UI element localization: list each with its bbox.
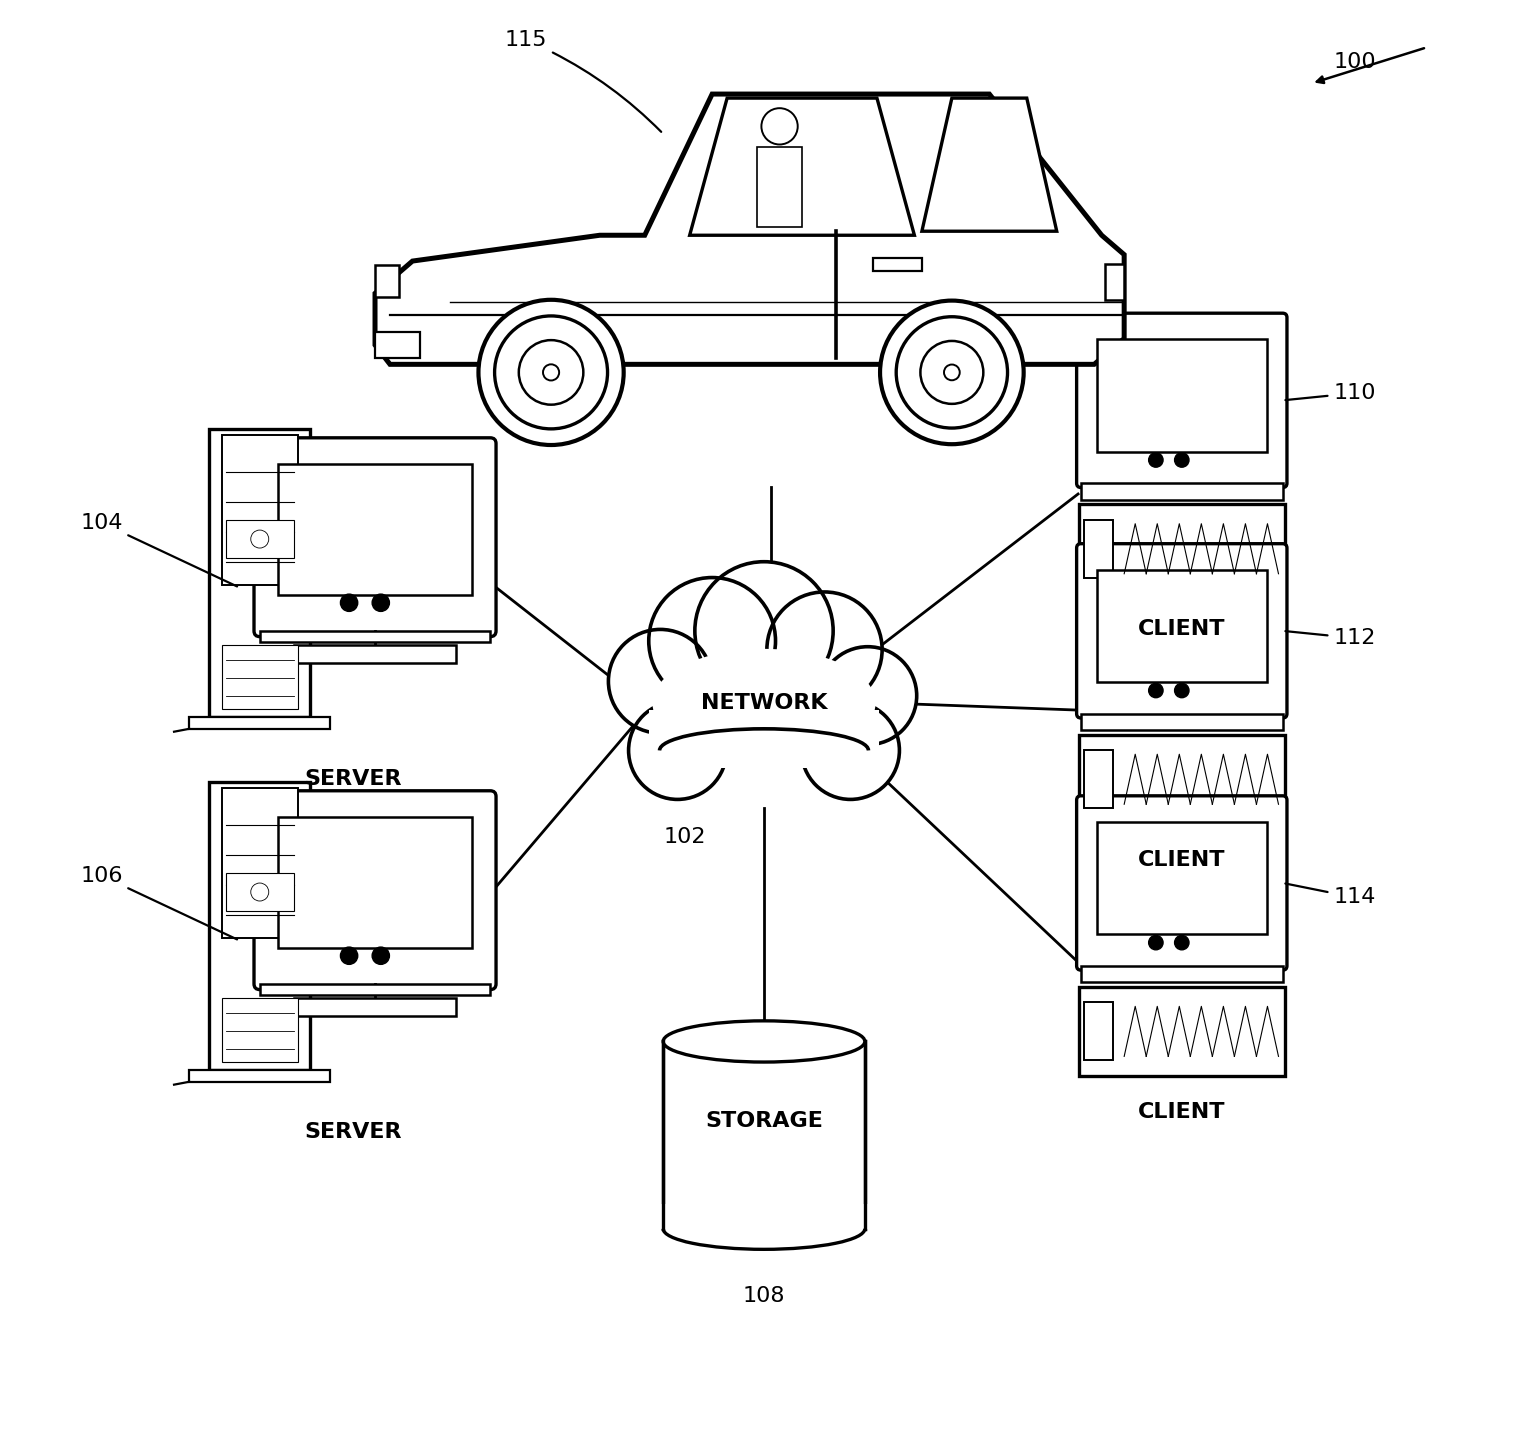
Circle shape bbox=[542, 364, 559, 381]
Text: CLIENT: CLIENT bbox=[1138, 849, 1225, 869]
Circle shape bbox=[251, 882, 269, 901]
Circle shape bbox=[920, 341, 984, 404]
Bar bbox=[295, 645, 455, 662]
Polygon shape bbox=[374, 94, 1125, 364]
Bar bbox=[872, 258, 921, 271]
Text: CLIENT: CLIENT bbox=[1138, 1101, 1225, 1122]
FancyBboxPatch shape bbox=[1077, 796, 1287, 971]
Bar bbox=[1097, 822, 1267, 935]
Bar bbox=[222, 788, 298, 938]
Bar bbox=[1097, 339, 1267, 452]
Circle shape bbox=[628, 701, 726, 800]
Circle shape bbox=[478, 300, 623, 445]
Circle shape bbox=[1175, 684, 1189, 698]
Circle shape bbox=[767, 593, 882, 707]
Circle shape bbox=[897, 317, 1007, 427]
Bar bbox=[1080, 483, 1282, 500]
Bar bbox=[222, 998, 298, 1062]
Ellipse shape bbox=[652, 649, 876, 756]
Text: NETWORK: NETWORK bbox=[701, 693, 827, 713]
Circle shape bbox=[944, 365, 960, 380]
Circle shape bbox=[1149, 684, 1163, 698]
Circle shape bbox=[802, 701, 900, 800]
Circle shape bbox=[695, 562, 833, 700]
Text: 104: 104 bbox=[81, 513, 237, 587]
Bar bbox=[189, 1071, 330, 1082]
Circle shape bbox=[1149, 936, 1163, 951]
Bar bbox=[278, 817, 472, 948]
Circle shape bbox=[251, 530, 269, 548]
Circle shape bbox=[1175, 452, 1189, 467]
Circle shape bbox=[341, 594, 358, 611]
Bar bbox=[1097, 569, 1267, 682]
Bar bbox=[1083, 520, 1112, 578]
Circle shape bbox=[1175, 936, 1189, 951]
Text: 106: 106 bbox=[81, 865, 237, 939]
Bar bbox=[278, 464, 472, 596]
Text: STORAGE: STORAGE bbox=[704, 1111, 824, 1130]
Text: SERVER: SERVER bbox=[304, 769, 402, 790]
Bar bbox=[374, 265, 399, 297]
Bar bbox=[1080, 966, 1282, 982]
FancyBboxPatch shape bbox=[254, 438, 497, 636]
Circle shape bbox=[880, 300, 1024, 445]
Bar bbox=[226, 520, 293, 558]
Circle shape bbox=[608, 629, 712, 733]
Bar bbox=[260, 984, 490, 995]
Text: 115: 115 bbox=[506, 30, 662, 132]
Text: 112: 112 bbox=[1285, 627, 1375, 648]
Bar bbox=[222, 645, 298, 709]
FancyBboxPatch shape bbox=[1077, 543, 1287, 719]
Bar bbox=[1083, 751, 1112, 809]
Bar bbox=[374, 332, 420, 358]
Circle shape bbox=[495, 316, 608, 429]
Text: 108: 108 bbox=[743, 1287, 785, 1307]
Text: 110: 110 bbox=[1285, 383, 1375, 403]
Circle shape bbox=[341, 948, 358, 965]
Circle shape bbox=[819, 646, 917, 745]
Circle shape bbox=[373, 948, 390, 965]
Circle shape bbox=[1149, 452, 1163, 467]
Bar bbox=[209, 782, 310, 1071]
Circle shape bbox=[649, 578, 776, 704]
Wedge shape bbox=[891, 298, 1013, 372]
Bar bbox=[209, 429, 310, 717]
Bar bbox=[660, 1204, 868, 1229]
Bar bbox=[222, 435, 298, 585]
Bar bbox=[1080, 714, 1282, 730]
Bar bbox=[1079, 987, 1285, 1077]
Bar bbox=[260, 630, 490, 642]
Bar bbox=[1105, 264, 1125, 300]
Polygon shape bbox=[921, 99, 1057, 232]
FancyBboxPatch shape bbox=[1077, 313, 1287, 487]
Ellipse shape bbox=[663, 1022, 865, 1062]
Circle shape bbox=[520, 341, 584, 404]
Circle shape bbox=[761, 109, 798, 145]
Circle shape bbox=[373, 594, 390, 611]
Bar bbox=[663, 1042, 865, 1229]
Text: 100: 100 bbox=[1332, 52, 1375, 72]
Bar bbox=[1083, 1003, 1112, 1061]
Text: 114: 114 bbox=[1285, 884, 1375, 907]
Wedge shape bbox=[490, 298, 613, 372]
Bar bbox=[226, 874, 293, 911]
Text: SERVER: SERVER bbox=[304, 1122, 402, 1142]
Polygon shape bbox=[756, 146, 802, 227]
FancyBboxPatch shape bbox=[254, 791, 497, 990]
Bar bbox=[295, 998, 455, 1016]
Bar bbox=[649, 710, 879, 768]
Bar bbox=[1079, 735, 1285, 824]
Text: CLIENT: CLIENT bbox=[1138, 619, 1225, 639]
Bar bbox=[189, 717, 330, 729]
Text: 102: 102 bbox=[663, 827, 706, 846]
Bar bbox=[1079, 504, 1285, 594]
Polygon shape bbox=[689, 99, 914, 235]
